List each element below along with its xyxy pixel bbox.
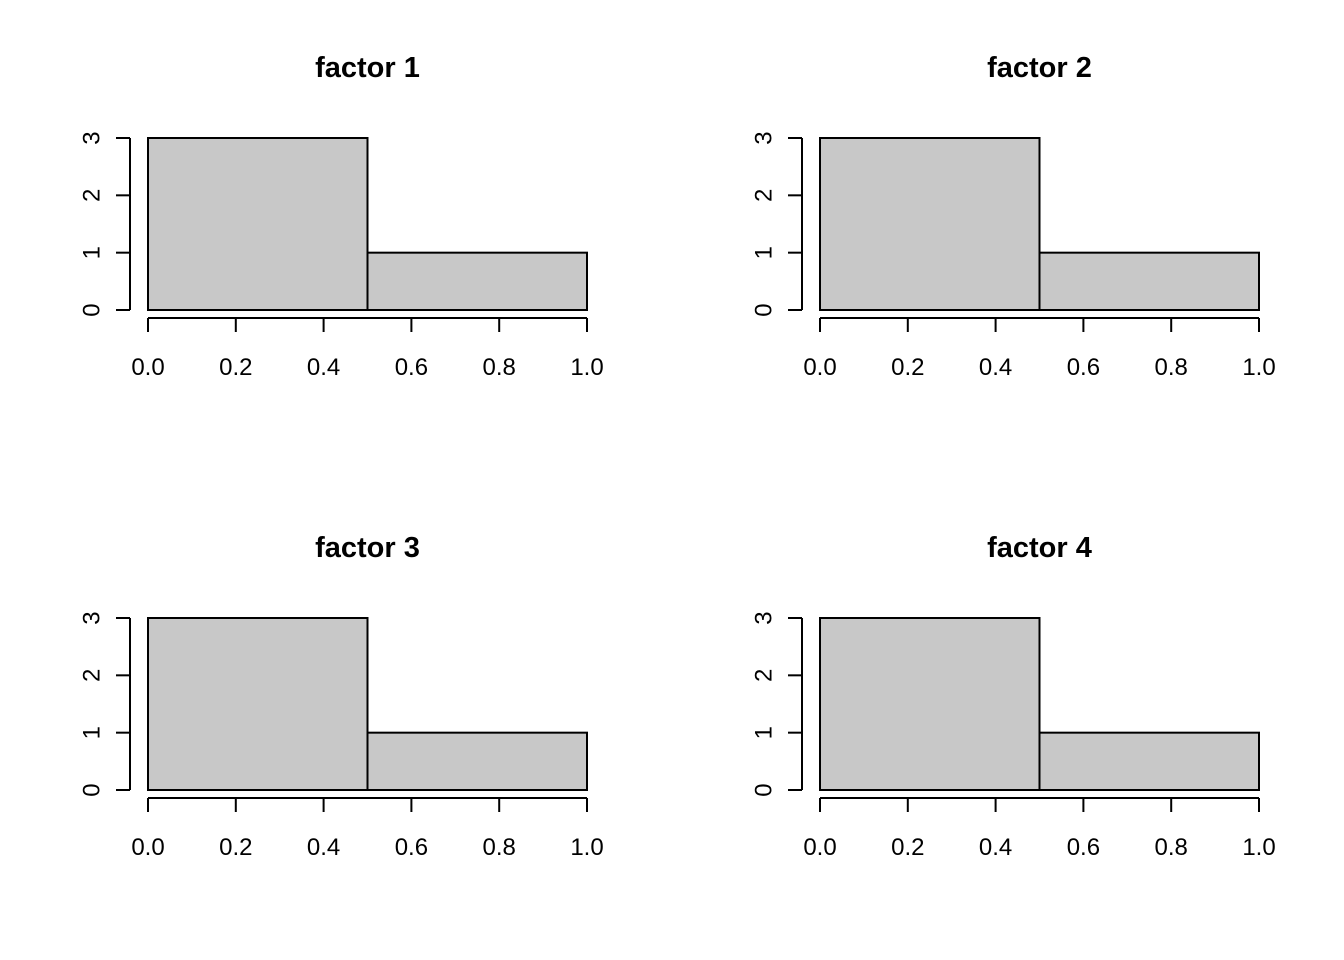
y-tick-label: 2 [78,189,105,202]
y-tick-label: 0 [750,783,777,796]
histogram-panel-1: factor 1 0.0 0.2 0.4 0.6 0.8 1.0 0 1 2 3 [78,52,603,381]
y-tick-label: 1 [750,726,777,739]
histogram-bar [366,251,588,312]
x-tick-label: 0.2 [219,354,252,381]
x-tick-label: 0.0 [803,354,836,381]
x-tick-label: 0.4 [979,834,1012,861]
histogram-bar [1038,731,1260,792]
chart-title: factor 1 [315,52,420,84]
x-tick-label: 0.4 [307,354,340,381]
y-tick-label: 2 [750,669,777,682]
y-tick-label: 3 [78,131,105,144]
y-tick-label: 3 [750,131,777,144]
y-tick-label: 1 [750,246,777,259]
x-tick-label: 0.8 [483,354,516,381]
y-tick-label: 0 [78,303,105,316]
y-tick-label: 1 [78,246,105,259]
histogram-bar [147,617,369,791]
x-tick-label: 0.6 [395,354,428,381]
histogram-panel-3: factor 3 0.0 0.2 0.4 0.6 0.8 1.0 0 1 2 3 [78,532,603,861]
x-tick-label: 0.6 [1067,834,1100,861]
chart-title: factor 4 [987,532,1092,564]
y-tick-label: 0 [78,783,105,796]
x-tick-label: 0.4 [307,834,340,861]
chart-title: factor 3 [315,532,420,564]
histogram-bar [1038,251,1260,312]
y-tick-label: 2 [78,669,105,682]
histogram-bar [147,137,369,311]
histogram-panel-4: factor 4 0.0 0.2 0.4 0.6 0.8 1.0 0 1 2 3 [750,532,1275,861]
x-tick-label: 0.6 [395,834,428,861]
histogram-panel-2: factor 2 0.0 0.2 0.4 0.6 0.8 1.0 0 1 2 3 [750,52,1275,381]
y-tick-label: 3 [78,611,105,624]
histogram-bar [819,617,1041,791]
x-tick-label: 0.6 [1067,354,1100,381]
x-tick-label: 1.0 [570,354,603,381]
x-tick-label: 0.2 [219,834,252,861]
histogram-bar [366,731,588,792]
y-tick-label: 2 [750,189,777,202]
x-tick-label: 0.0 [131,354,164,381]
x-tick-label: 0.0 [803,834,836,861]
x-tick-label: 0.8 [483,834,516,861]
histogram-bar [819,137,1041,311]
x-tick-label: 1.0 [1242,354,1275,381]
x-tick-label: 0.8 [1155,834,1188,861]
x-tick-label: 0.8 [1155,354,1188,381]
y-tick-label: 3 [750,611,777,624]
x-tick-label: 0.4 [979,354,1012,381]
x-tick-label: 0.2 [891,834,924,861]
x-tick-label: 0.2 [891,354,924,381]
chart-title: factor 2 [987,52,1092,84]
x-tick-label: 0.0 [131,834,164,861]
y-tick-label: 0 [750,303,777,316]
x-tick-label: 1.0 [570,834,603,861]
y-tick-label: 1 [78,726,105,739]
x-tick-label: 1.0 [1242,834,1275,861]
